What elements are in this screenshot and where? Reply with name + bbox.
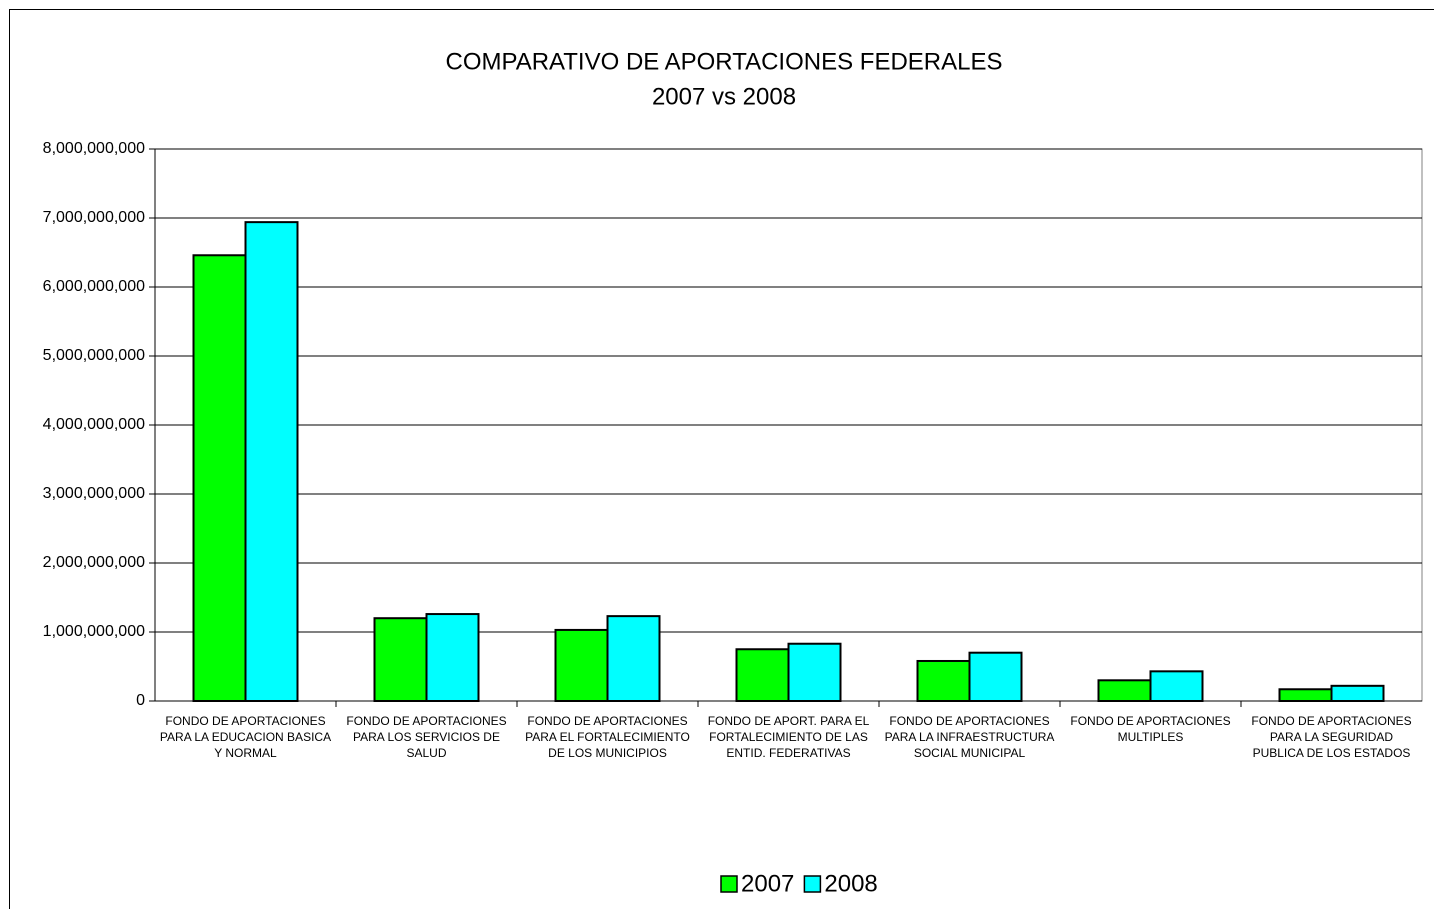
bar — [244, 221, 299, 702]
y-tick-label: 1,000,000,000 — [43, 623, 145, 640]
x-tick-label: FONDO DE APORTACIONES PARA LA SEGURIDAD … — [1251, 714, 1412, 760]
y-tick-label: 8,000,000,000 — [43, 140, 145, 157]
bar — [968, 651, 1023, 703]
x-tick-label: FONDO DE APORTACIONES MULTIPLES — [1070, 714, 1231, 744]
x-tick-label: FONDO DE APORT. PARA EL FORTALECIMIENTO … — [707, 714, 870, 760]
bar — [425, 613, 480, 702]
bar — [1330, 684, 1385, 703]
bar — [373, 617, 428, 703]
bar — [606, 615, 661, 703]
y-tick-label: 4,000,000,000 — [43, 416, 145, 433]
y-tick-label: 3,000,000,000 — [43, 485, 145, 502]
bar — [554, 628, 609, 702]
y-tick-label: 2,000,000,000 — [43, 554, 145, 571]
bar — [916, 659, 971, 702]
legend-label: 2008 — [824, 870, 877, 897]
bar — [1278, 688, 1333, 703]
chart-frame — [9, 9, 1434, 909]
y-tick-label: 6,000,000,000 — [43, 278, 145, 295]
y-tick-label: 7,000,000,000 — [43, 209, 145, 226]
x-tick-label: FONDO DE APORTACIONES PARA LA EDUCACION … — [159, 714, 332, 760]
chart-subtitle: 2007 vs 2008 — [652, 83, 796, 110]
legend-label: 2007 — [741, 870, 794, 897]
bar — [787, 642, 842, 702]
x-tick-label: FONDO DE APORTACIONES PARA EL FORTALECIM… — [525, 714, 690, 760]
y-tick-label: 0 — [136, 692, 145, 709]
x-tick-label: FONDO DE APORTACIONES PARA LA INFRAESTRU… — [884, 714, 1055, 760]
x-tick-label: FONDO DE APORTACIONES PARA LOS SERVICIOS… — [346, 714, 507, 760]
bar — [1149, 670, 1204, 703]
chart-title: COMPARATIVO DE APORTACIONES FEDERALES — [445, 48, 1002, 75]
legend-swatch — [803, 875, 822, 893]
bar — [192, 254, 247, 702]
bar — [735, 648, 790, 702]
legend-swatch — [720, 875, 738, 893]
bar — [1097, 679, 1152, 702]
y-tick-label: 5,000,000,000 — [43, 347, 145, 364]
